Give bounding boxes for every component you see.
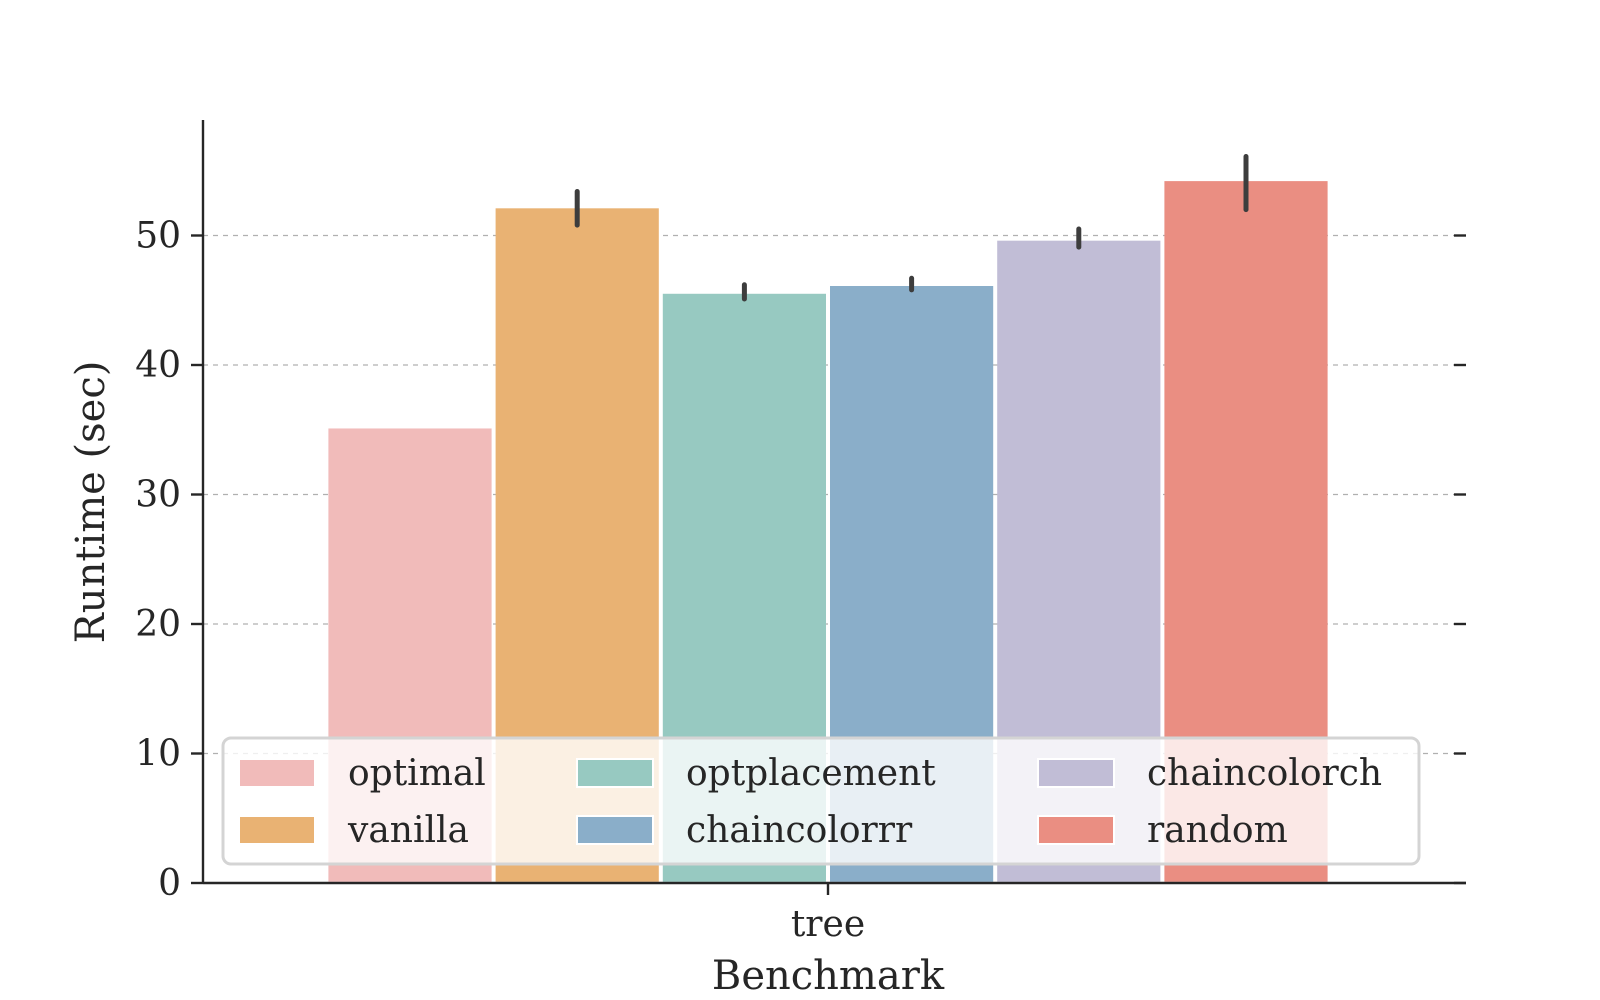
error-bars <box>574 154 1249 302</box>
legend-label-random: random <box>1147 810 1288 851</box>
legend-label-optplacement: optplacement <box>686 753 936 794</box>
y-tick-label: 10 <box>135 734 181 775</box>
y-tick-label: 0 <box>158 863 181 904</box>
legend-label-chaincolorch: chaincolorch <box>1147 753 1382 794</box>
y-axis-title: Runtime (sec) <box>68 361 114 644</box>
x-tick-label: tree <box>791 904 865 945</box>
legend-swatch-optplacement <box>576 758 654 788</box>
legend-swatch-chaincolorrr <box>576 815 654 845</box>
x-axis-title: Benchmark <box>712 953 945 999</box>
legend-swatch-chaincolorch <box>1037 758 1115 788</box>
axes: 0 10 20 30 40 50 tree <box>135 120 1466 945</box>
legend-swatch-optimal <box>238 758 316 788</box>
legend-label-optimal: optimal <box>348 753 486 794</box>
y-tick-label: 20 <box>135 604 181 645</box>
y-tick-label: 40 <box>135 345 181 386</box>
legend-frame <box>221 736 1421 866</box>
legend-label-vanilla: vanilla <box>347 810 469 851</box>
legend-swatch-vanilla <box>238 815 316 845</box>
legend: optimal vanilla optplacement chaincolorrr ch… <box>221 736 1421 866</box>
legend-swatch-random <box>1037 815 1115 845</box>
legend-label-chaincolorrr: chaincolorrr <box>686 810 913 851</box>
y-tick-label: 30 <box>135 475 181 516</box>
y-tick-label: 50 <box>135 216 181 257</box>
